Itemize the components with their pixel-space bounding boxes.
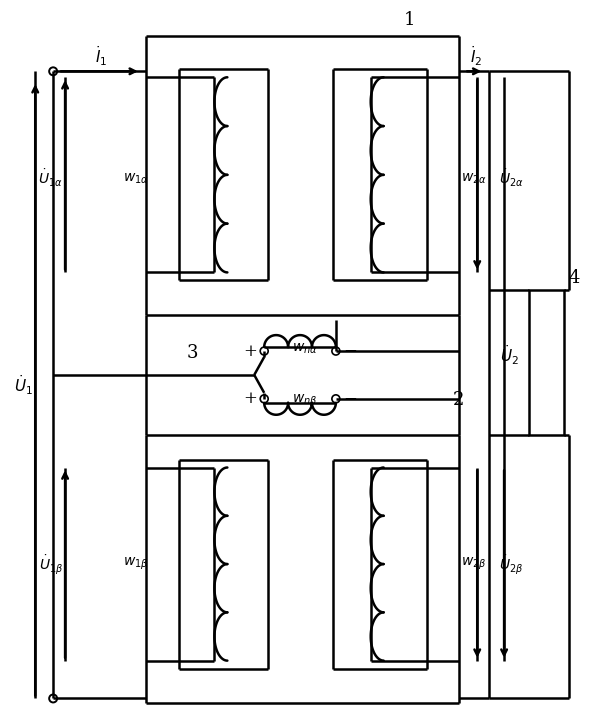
Text: 2: 2 xyxy=(453,391,464,409)
Text: $\dot{U}_{2\alpha}$: $\dot{U}_{2\alpha}$ xyxy=(499,168,524,189)
Text: $w_{n\alpha}$: $w_{n\alpha}$ xyxy=(292,342,318,356)
Text: $\dot{U}_{1\beta}$: $\dot{U}_{1\beta}$ xyxy=(39,552,63,575)
Text: $w_{n\beta}$: $w_{n\beta}$ xyxy=(292,393,318,409)
Text: −: − xyxy=(343,391,357,407)
Text: $\dot{I}_1$: $\dot{I}_1$ xyxy=(95,45,107,68)
Text: $\dot{U}_1$: $\dot{U}_1$ xyxy=(14,373,33,396)
Text: $\dot{U}_{2\beta}$: $\dot{U}_{2\beta}$ xyxy=(499,552,523,575)
Text: 1: 1 xyxy=(404,11,415,29)
Bar xyxy=(529,290,564,435)
Text: 4: 4 xyxy=(568,269,579,287)
Text: −: − xyxy=(343,342,357,360)
Text: +: + xyxy=(244,342,257,360)
Text: $w_{2\beta}$: $w_{2\beta}$ xyxy=(461,556,486,573)
Text: $w_{1\beta}$: $w_{1\beta}$ xyxy=(123,556,149,573)
Text: $\dot{U}_2$: $\dot{U}_2$ xyxy=(499,343,518,367)
Text: +: + xyxy=(244,391,257,407)
Text: $w_{2\alpha}$: $w_{2\alpha}$ xyxy=(461,172,487,186)
Text: $w_{1\alpha}$: $w_{1\alpha}$ xyxy=(123,172,149,186)
Text: $\dot{I}_2$: $\dot{I}_2$ xyxy=(470,45,482,68)
Text: $\dot{U}_{1\alpha}$: $\dot{U}_{1\alpha}$ xyxy=(38,168,63,189)
Text: 3: 3 xyxy=(187,344,199,362)
